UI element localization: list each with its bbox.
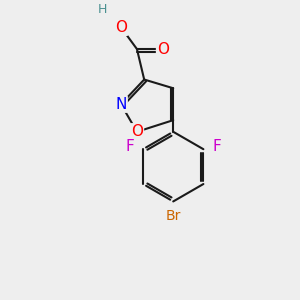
Text: Br: Br bbox=[166, 209, 181, 223]
Text: O: O bbox=[131, 124, 143, 139]
Text: O: O bbox=[157, 42, 169, 57]
Text: F: F bbox=[126, 139, 134, 154]
Text: F: F bbox=[212, 139, 221, 154]
Text: O: O bbox=[115, 20, 127, 35]
Text: N: N bbox=[115, 97, 127, 112]
Text: H: H bbox=[98, 3, 107, 16]
